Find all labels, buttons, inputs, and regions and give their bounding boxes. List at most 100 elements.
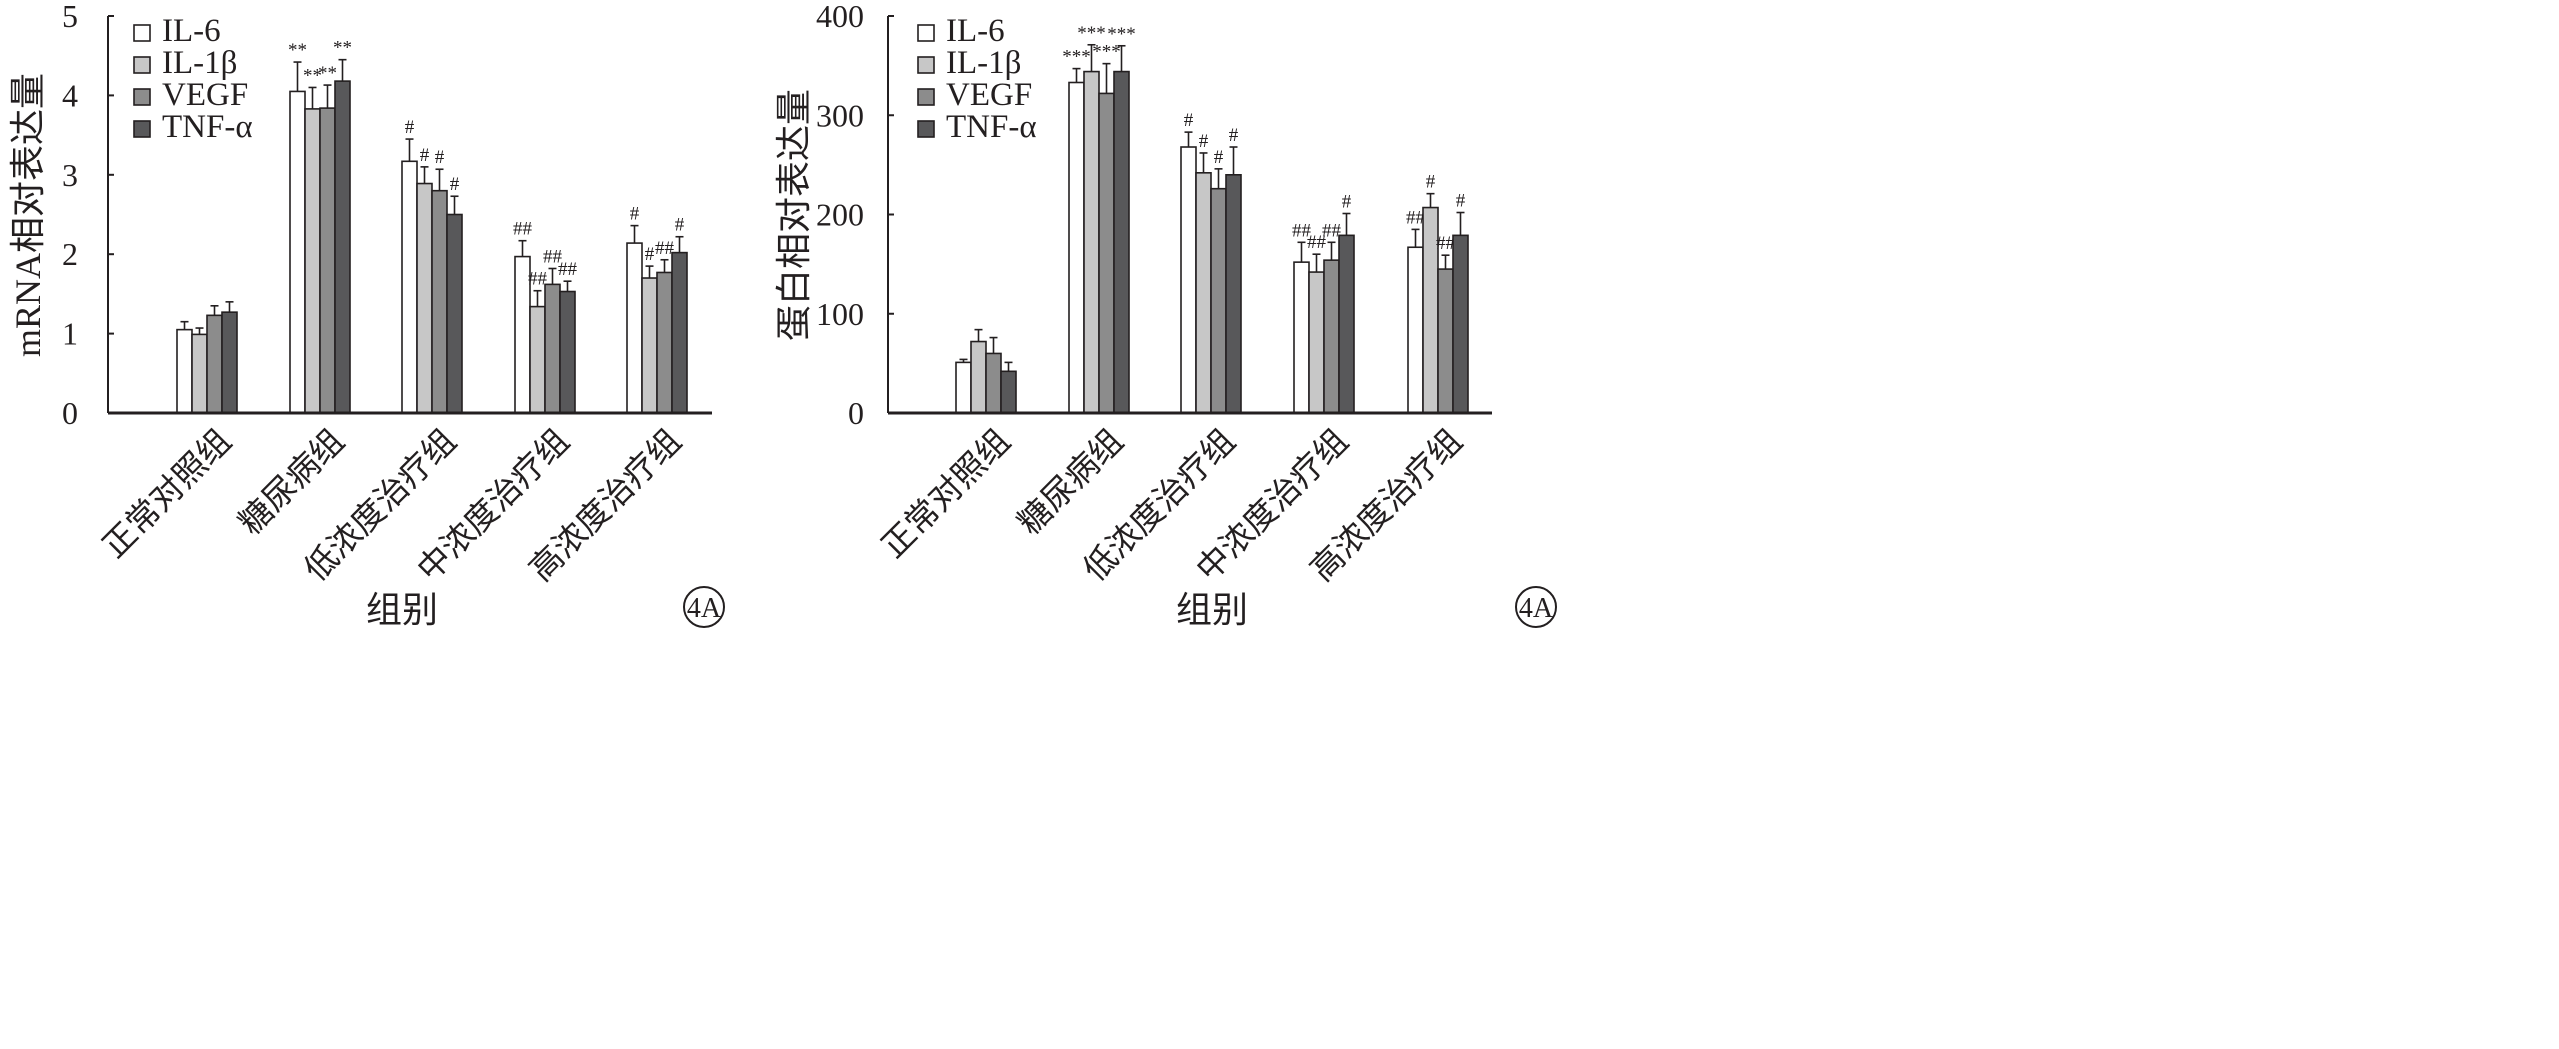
legend-label: IL-1β <box>162 45 237 81</box>
legend-swatch <box>133 120 151 138</box>
significance-mark: # <box>1342 192 1352 213</box>
significance-mark: ## <box>1406 207 1426 228</box>
bar <box>221 311 238 414</box>
bar <box>626 242 643 414</box>
significance-mark: ** <box>333 38 352 59</box>
significance-mark: # <box>630 204 640 225</box>
bar <box>289 90 306 414</box>
bar <box>1308 271 1325 414</box>
bar <box>1452 234 1469 414</box>
significance-mark: # <box>1229 125 1239 146</box>
significance-mark: # <box>405 117 415 138</box>
significance-mark: ## <box>528 269 548 290</box>
significance-mark: # <box>1214 147 1224 168</box>
category-label: 正常对照组 <box>875 422 1018 565</box>
bar <box>1113 70 1130 414</box>
significance-mark: # <box>1456 191 1466 212</box>
bar <box>641 277 658 414</box>
bar <box>416 182 433 414</box>
bar <box>191 333 208 414</box>
bar <box>1098 92 1115 414</box>
y-tick-label: 0 <box>62 395 78 431</box>
panel-label: 4A <box>1519 593 1554 624</box>
y-tick-label: 3 <box>62 157 78 193</box>
bar <box>1407 246 1424 414</box>
significance-mark: ** <box>303 65 322 86</box>
y-tick-label: 300 <box>816 97 864 133</box>
bar <box>431 189 448 414</box>
legend-swatch <box>917 88 935 106</box>
bar <box>176 328 193 414</box>
y-tick-label: 0 <box>848 395 864 431</box>
legend-swatch <box>917 56 935 74</box>
bar <box>1000 370 1017 414</box>
y-tick-label: 400 <box>816 0 864 34</box>
bar <box>1437 268 1454 414</box>
bar <box>1195 172 1212 414</box>
bar <box>304 108 321 414</box>
y-tick-label: 200 <box>816 197 864 233</box>
bar <box>955 361 972 414</box>
bar <box>985 352 1002 414</box>
y-tick-label: 4 <box>62 77 78 113</box>
significance-mark: ** <box>288 40 307 61</box>
legend-label: IL-6 <box>946 13 1005 49</box>
y-axis-title: mRNA相对表达量 <box>8 73 48 357</box>
significance-mark: # <box>675 215 685 236</box>
bar <box>1210 187 1227 414</box>
panel-label-circle <box>683 586 725 628</box>
y-tick-label: 2 <box>62 236 78 272</box>
significance-mark: ** <box>318 63 337 84</box>
significance-mark: ## <box>558 259 578 280</box>
bar <box>401 160 418 414</box>
panel-label: 4A <box>687 593 722 624</box>
bar <box>446 213 463 414</box>
bar <box>529 305 546 414</box>
significance-mark: *** <box>1092 42 1121 63</box>
significance-mark: # <box>435 147 445 168</box>
bar <box>656 271 673 414</box>
legend-label: TNF-α <box>946 109 1037 145</box>
bar <box>319 107 336 414</box>
bar <box>544 283 561 414</box>
bar <box>206 314 223 414</box>
significance-mark: *** <box>1077 23 1106 44</box>
legend-swatch <box>133 56 151 74</box>
bar <box>1083 70 1100 414</box>
significance-mark: ## <box>655 238 675 259</box>
legend-swatch <box>917 120 935 138</box>
category-label: 正常对照组 <box>96 422 239 565</box>
y-axis-title: 蛋白相对表达量 <box>774 89 814 341</box>
significance-mark: *** <box>1107 24 1136 45</box>
significance-mark: ## <box>1322 220 1342 241</box>
x-axis-title: 组别 <box>1176 590 1248 630</box>
significance-mark: ## <box>1307 232 1327 253</box>
y-tick-label: 5 <box>62 0 78 34</box>
legend-label: TNF-α <box>162 109 253 145</box>
significance-mark: # <box>1184 110 1194 131</box>
bar <box>1323 259 1340 414</box>
legend-swatch <box>917 24 935 42</box>
bar <box>1225 174 1242 414</box>
significance-mark: # <box>420 145 430 166</box>
category-label: 糖尿病组 <box>1011 422 1131 542</box>
category-label: 糖尿病组 <box>232 422 352 542</box>
significance-mark: *** <box>1062 47 1091 68</box>
legend-swatch <box>133 88 151 106</box>
significance-mark: # <box>1426 172 1436 193</box>
significance-mark: ## <box>513 219 533 240</box>
legend-label: IL-1β <box>946 45 1021 81</box>
significance-mark: # <box>1199 131 1209 152</box>
legend-swatch <box>133 24 151 42</box>
bar <box>1180 146 1197 414</box>
chart-panel-protein: 0100200300400正常对照组************糖尿病组####低浓… <box>774 0 1557 630</box>
significance-mark: ## <box>1436 233 1456 254</box>
y-tick-label: 1 <box>62 316 78 352</box>
bar <box>1068 81 1085 414</box>
bar <box>970 340 987 414</box>
significance-mark: # <box>450 174 460 195</box>
bar <box>671 251 688 414</box>
bar <box>1338 234 1355 414</box>
